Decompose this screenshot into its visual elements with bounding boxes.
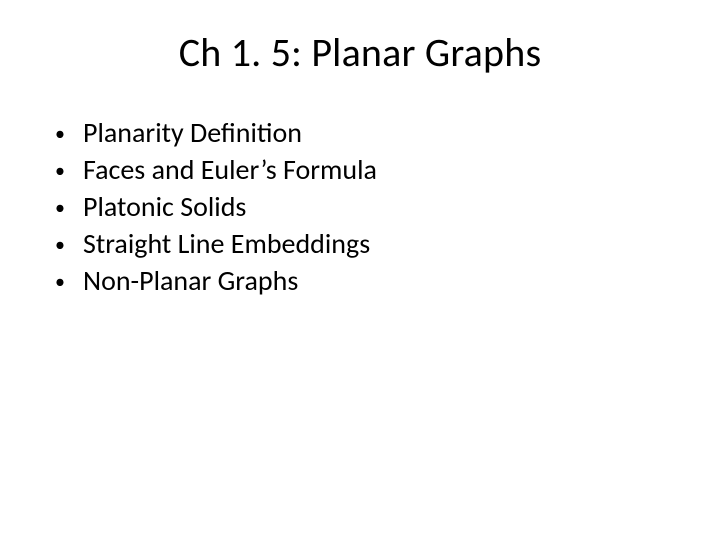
list-item: • Planarity Definition	[55, 115, 665, 150]
bullet-icon: •	[55, 122, 83, 147]
list-item: • Platonic Solids	[55, 189, 665, 224]
bullet-icon: •	[55, 233, 83, 258]
bullet-text: Faces and Euler’s Formula	[83, 152, 665, 187]
bullet-text: Platonic Solids	[83, 189, 665, 224]
bullet-text: Non-Planar Graphs	[83, 263, 665, 298]
bullet-icon: •	[55, 159, 83, 184]
bullet-icon: •	[55, 270, 83, 295]
bullet-text: Planarity Definition	[83, 115, 665, 150]
slide-title: Ch 1. 5: Planar Graphs	[0, 28, 720, 77]
list-item: • Straight Line Embeddings	[55, 226, 665, 261]
list-item: • Non-Planar Graphs	[55, 263, 665, 298]
list-item: • Faces and Euler’s Formula	[55, 152, 665, 187]
slide: Ch 1. 5: Planar Graphs • Planarity Defin…	[0, 0, 720, 540]
bullet-text: Straight Line Embeddings	[83, 226, 665, 261]
slide-body: • Planarity Definition • Faces and Euler…	[55, 115, 665, 300]
bullet-icon: •	[55, 196, 83, 221]
